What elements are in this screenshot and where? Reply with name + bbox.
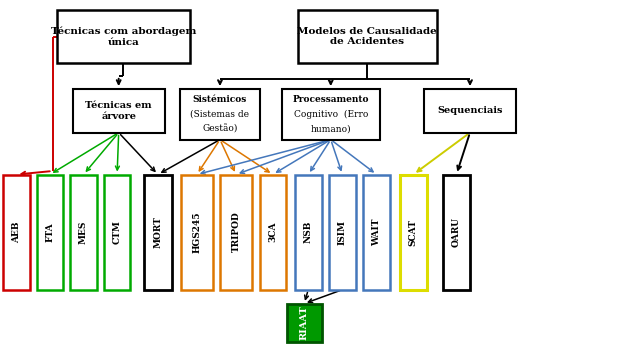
FancyBboxPatch shape — [363, 174, 390, 290]
FancyBboxPatch shape — [180, 89, 260, 140]
Text: Cognitivo  (Erro: Cognitivo (Erro — [294, 110, 368, 119]
Text: (Sistemas de: (Sistemas de — [191, 110, 249, 119]
Text: Sequenciais: Sequenciais — [437, 106, 503, 115]
Text: Técnicas com abordagem
única: Técnicas com abordagem única — [51, 27, 196, 47]
FancyBboxPatch shape — [287, 304, 322, 342]
FancyBboxPatch shape — [73, 89, 165, 133]
Text: RIAAT: RIAAT — [299, 305, 309, 340]
Text: NSB: NSB — [304, 221, 313, 243]
FancyBboxPatch shape — [220, 174, 252, 290]
FancyBboxPatch shape — [181, 174, 213, 290]
FancyBboxPatch shape — [104, 174, 130, 290]
FancyBboxPatch shape — [3, 174, 30, 290]
FancyBboxPatch shape — [282, 89, 380, 140]
Text: 3CA: 3CA — [268, 222, 277, 242]
FancyBboxPatch shape — [37, 174, 63, 290]
Text: OARU: OARU — [452, 217, 461, 247]
FancyBboxPatch shape — [57, 10, 190, 63]
Text: Sistémicos: Sistémicos — [193, 95, 247, 104]
Text: humano): humano) — [310, 124, 351, 133]
FancyBboxPatch shape — [329, 174, 356, 290]
Text: MORT: MORT — [153, 216, 163, 248]
Text: HGS245: HGS245 — [192, 211, 201, 253]
FancyBboxPatch shape — [295, 174, 322, 290]
Text: AEB: AEB — [12, 221, 21, 243]
Text: CTM: CTM — [113, 220, 122, 244]
FancyBboxPatch shape — [144, 174, 172, 290]
FancyBboxPatch shape — [443, 174, 470, 290]
Text: SCAT: SCAT — [409, 218, 418, 246]
FancyBboxPatch shape — [400, 174, 427, 290]
Text: Processamento: Processamento — [292, 95, 369, 104]
FancyBboxPatch shape — [424, 89, 516, 133]
Text: Técnicas em
árvore: Técnicas em árvore — [85, 101, 152, 120]
FancyBboxPatch shape — [260, 174, 286, 290]
Text: TRIPOD: TRIPOD — [232, 212, 241, 252]
FancyBboxPatch shape — [70, 174, 97, 290]
Text: FTA: FTA — [46, 222, 54, 242]
Text: MES: MES — [79, 221, 88, 244]
Text: ISIM: ISIM — [338, 220, 347, 245]
Text: Gestão): Gestão) — [203, 124, 237, 133]
Text: WAIT: WAIT — [372, 218, 381, 246]
Text: Modelos de Causalidade
de Acidentes: Modelos de Causalidade de Acidentes — [298, 27, 437, 46]
FancyBboxPatch shape — [298, 10, 437, 63]
